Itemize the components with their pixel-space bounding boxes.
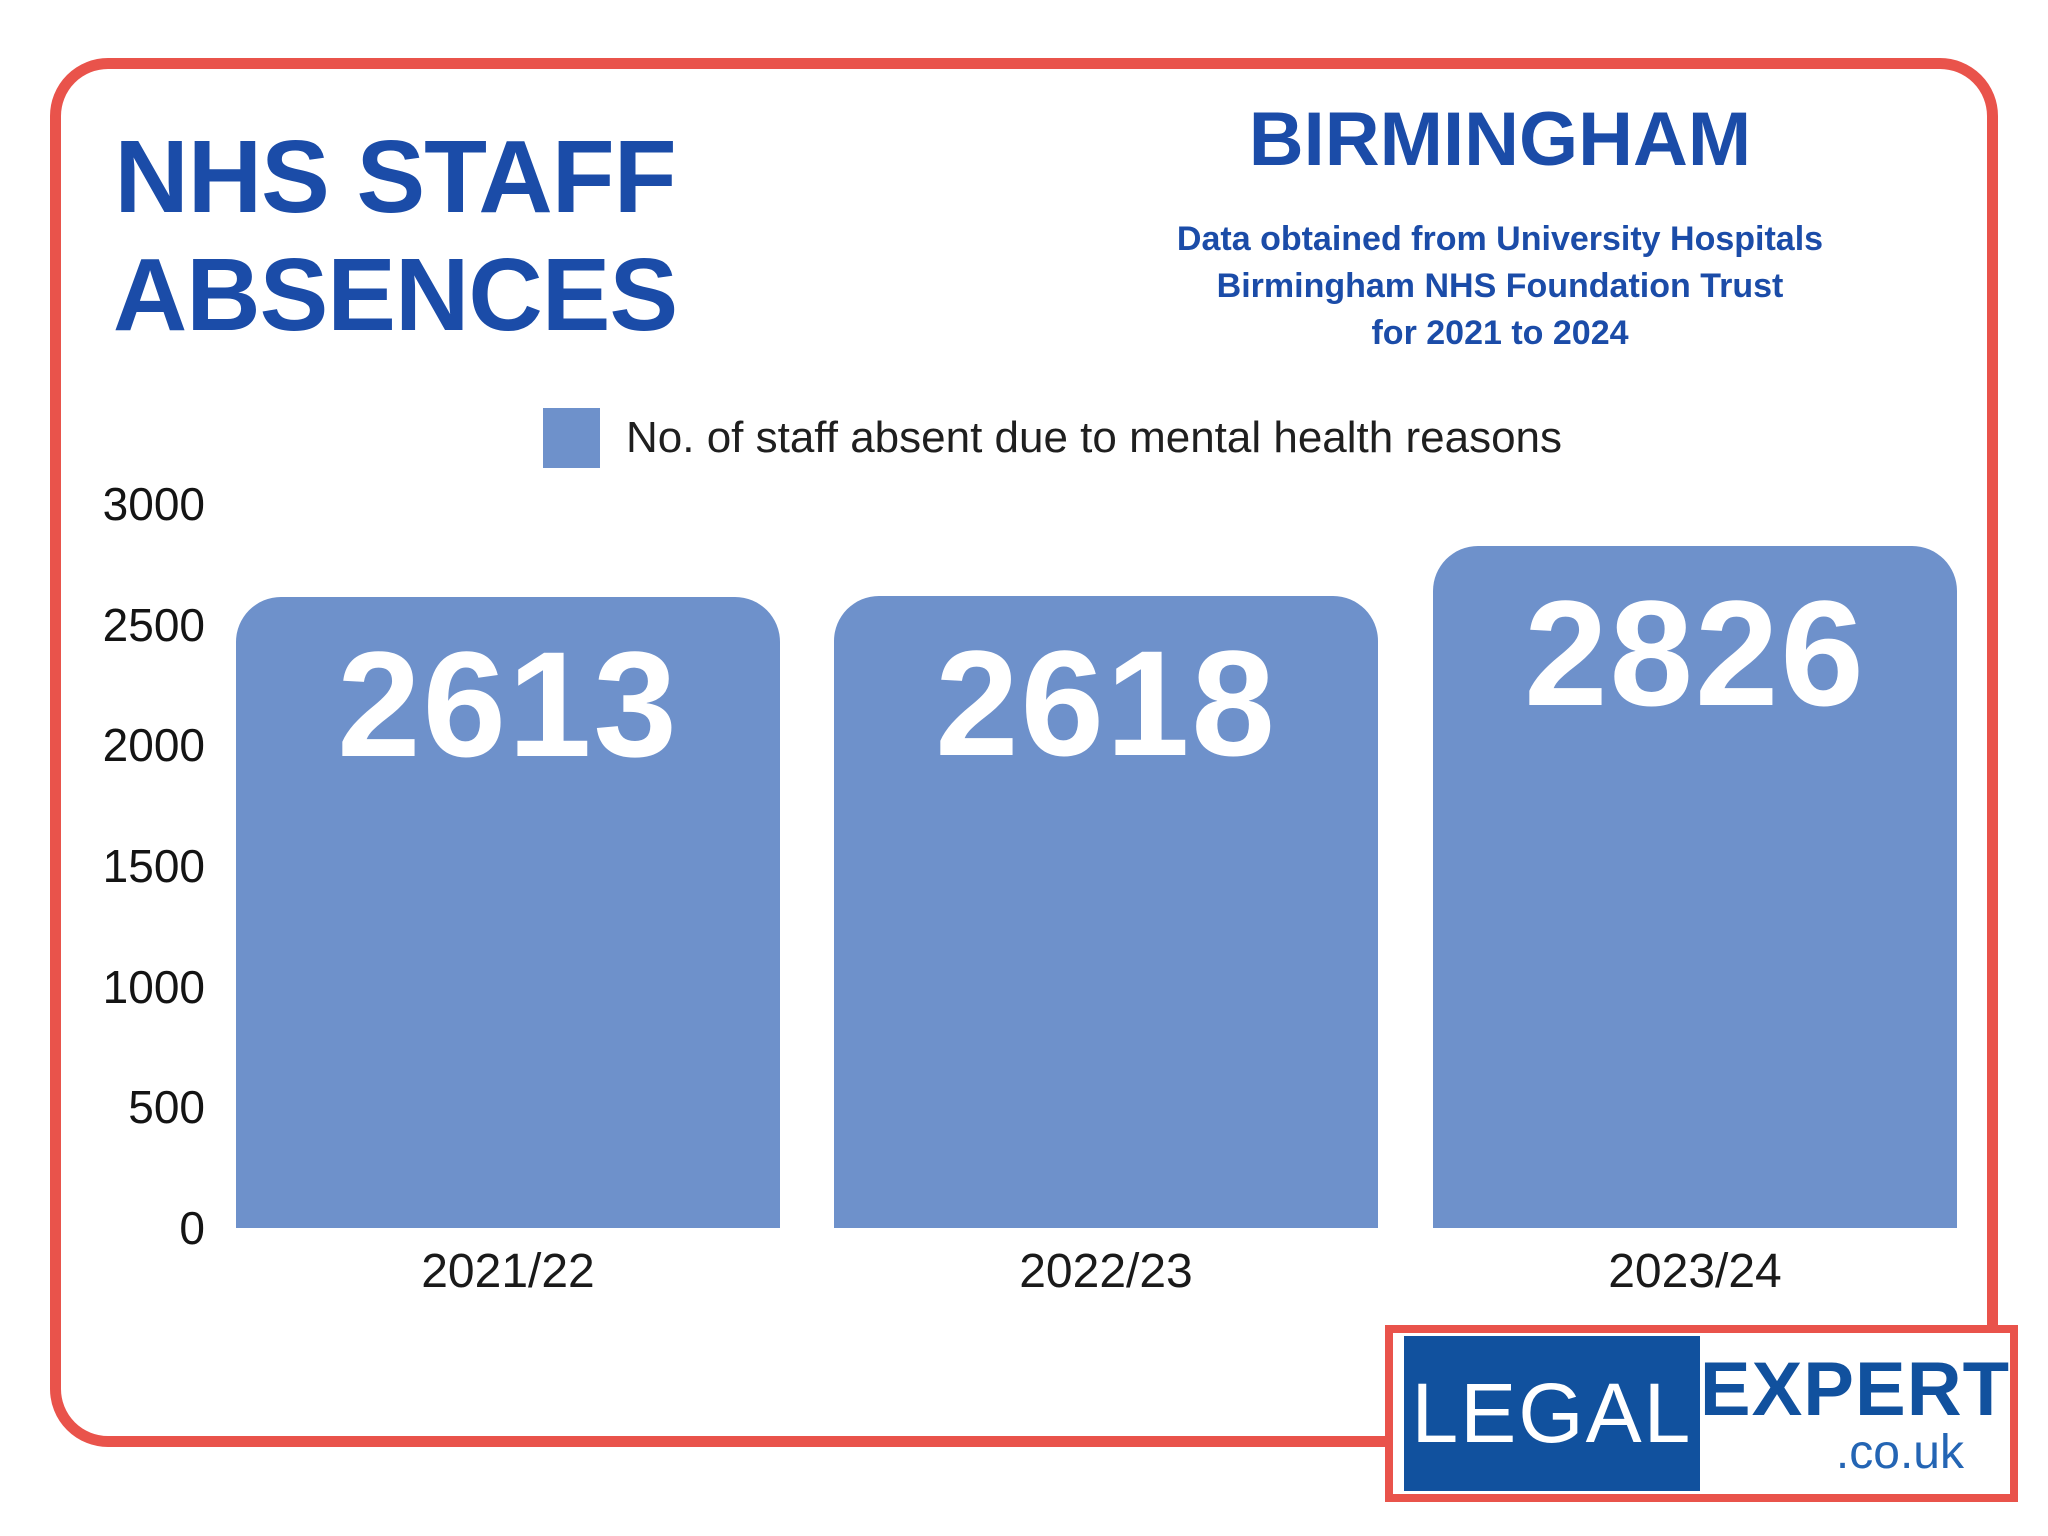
page-title-line2: ABSENCES: [112, 237, 678, 352]
bar-column: 2826 2023/24: [1433, 504, 1957, 1298]
y-axis-tick: 2000: [102, 719, 205, 771]
region-header: BIRMINGHAM Data obtained from University…: [1150, 100, 1850, 357]
y-axis-tick: 3000: [102, 478, 205, 530]
page-title: NHS STAFF ABSENCES: [60, 118, 730, 354]
bar-column: 2618 2022/23: [834, 504, 1378, 1298]
y-axis-tick: 0: [179, 1202, 205, 1254]
frame-border: [50, 58, 1998, 1447]
legal-expert-logo: LEGAL EXPERT .co.uk: [1385, 1325, 2018, 1502]
logo-right-section: EXPERT .co.uk: [1699, 1346, 2010, 1479]
bar-value-label: 2826: [1524, 569, 1866, 737]
logo-legal-box: LEGAL: [1404, 1336, 1700, 1491]
y-axis-tick: 500: [128, 1081, 205, 1133]
bar-2021-22: 2613: [236, 597, 780, 1228]
bar-column: 2613 2021/22: [236, 504, 780, 1298]
bar-2023-24: 2826: [1433, 546, 1957, 1228]
bar-chart: 2613 2021/22 2618 2022/23 2826 2023/24: [0, 504, 2048, 1298]
x-axis-label: 2023/24: [1608, 1245, 1782, 1298]
bar-2022-23: 2618: [834, 596, 1378, 1228]
x-axis-label: 2021/22: [421, 1245, 595, 1298]
y-axis-tick: 1000: [102, 961, 205, 1013]
logo-word-couk: .co.uk: [1835, 1425, 1964, 1479]
logo-word-legal: LEGAL: [1411, 1366, 1693, 1460]
legend-label: No. of staff absent due to mental health…: [626, 413, 1563, 462]
bar-value-label: 2618: [935, 619, 1277, 787]
x-axis-label: 2022/23: [1019, 1245, 1193, 1298]
logo-word-expert: EXPERT: [1699, 1346, 2010, 1432]
y-axis-tick: 1500: [102, 840, 205, 892]
page-title-line1: NHS STAFF: [114, 119, 676, 234]
chart-legend: No. of staff absent due to mental health…: [543, 408, 1562, 468]
bar-value-label: 2613: [337, 620, 679, 788]
y-axis-tick: 2500: [102, 599, 205, 651]
legend-swatch-icon: [543, 408, 600, 468]
source-note: Data obtained from University Hospitals …: [1176, 220, 1824, 352]
region-title: BIRMINGHAM: [1248, 97, 1752, 182]
